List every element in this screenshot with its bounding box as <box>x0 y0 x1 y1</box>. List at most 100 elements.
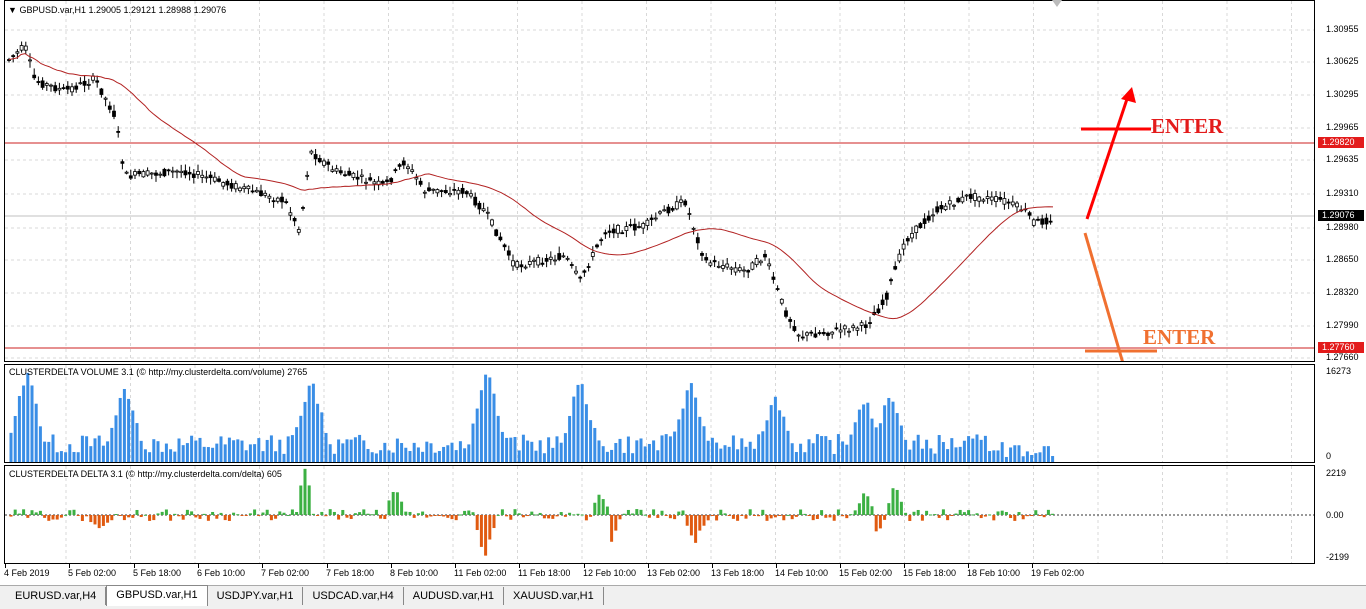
delta-bar <box>689 515 693 536</box>
volume-bar <box>173 451 177 462</box>
volume-bar <box>576 384 580 462</box>
volume-bar <box>828 439 832 462</box>
delta-bar <box>639 509 643 515</box>
candle-body <box>687 213 692 215</box>
price-chart[interactable] <box>5 1 1314 361</box>
candle-body <box>805 332 809 336</box>
candle-body <box>95 80 100 83</box>
candle-body <box>301 207 305 209</box>
candle-body <box>905 238 910 242</box>
symbol-tab[interactable]: GBPUSD.var,H1 <box>106 585 208 606</box>
volume-min-label: 0 <box>1326 451 1332 461</box>
delta-bar <box>1046 509 1050 515</box>
candle-body <box>830 331 835 335</box>
time-tick <box>712 564 713 568</box>
volume-bar <box>563 433 567 462</box>
delta-bar <box>307 485 311 515</box>
volume-bar <box>626 436 630 462</box>
volume-bar <box>484 374 488 462</box>
volume-bar <box>160 451 164 462</box>
delta-bar <box>765 515 769 521</box>
volume-bar <box>689 383 693 462</box>
candle-body <box>410 169 415 172</box>
delta-bar <box>152 515 156 521</box>
delta-bar <box>786 514 790 516</box>
delta-bar <box>437 515 441 516</box>
symbol-tab[interactable]: USDCAD.var,H4 <box>303 587 404 605</box>
candle-body <box>998 197 1003 200</box>
candle-body <box>632 223 637 231</box>
delta-bar <box>475 515 479 531</box>
volume-bar <box>290 435 294 462</box>
volume-bar <box>143 449 147 462</box>
volume-bar <box>551 447 555 462</box>
candle-body <box>137 170 142 175</box>
price-tick-label: 1.28980 <box>1326 222 1359 232</box>
candle-body <box>498 236 503 241</box>
symbol-tab[interactable]: USDJPY.var,H1 <box>208 587 304 605</box>
candle-body <box>40 80 45 88</box>
delta-bar <box>517 513 521 515</box>
volume-bar <box>383 442 387 462</box>
tab-bar <box>0 585 1366 609</box>
candle-body <box>61 87 66 90</box>
delta-bar <box>509 515 513 520</box>
volume-bar <box>164 443 168 462</box>
volume-bar <box>685 390 689 462</box>
symbol-tab[interactable]: EURUSD.var,H4 <box>6 587 107 605</box>
delta-bar <box>710 515 714 516</box>
candle-body <box>544 258 549 262</box>
volume-bar <box>278 439 282 462</box>
dropdown-triangle-icon[interactable]: ▼ <box>8 5 17 15</box>
delta-bar <box>841 515 845 517</box>
volume-bar <box>912 440 916 462</box>
delta-bar <box>358 512 362 515</box>
delta-bar <box>668 515 672 519</box>
candle-body <box>1036 218 1040 221</box>
volume-bar <box>240 440 244 462</box>
candle-body <box>422 191 427 194</box>
time-axis-label: 4 Feb 2019 <box>4 568 50 578</box>
symbol-tab[interactable]: XAUUSD.var,H1 <box>504 587 604 605</box>
candle-body <box>460 187 465 194</box>
candle-body <box>578 276 583 279</box>
volume-bar <box>433 452 437 462</box>
delta-bar <box>110 515 114 521</box>
volume-bar <box>475 408 479 462</box>
volume-bar <box>215 443 219 462</box>
delta-bar <box>862 493 866 515</box>
candle-body <box>53 85 58 92</box>
candle-body <box>981 199 986 202</box>
volume-bar <box>715 442 719 462</box>
delta-bar <box>143 514 147 516</box>
candle-body <box>889 279 893 282</box>
delta-bar <box>496 514 500 516</box>
volume-panel[interactable] <box>4 364 1315 463</box>
volume-bar <box>412 442 416 462</box>
candle-body <box>103 97 108 100</box>
volume-bar <box>908 449 912 462</box>
delta-bar <box>593 502 597 515</box>
scroll-marker-icon[interactable] <box>1052 0 1062 7</box>
candle-body <box>284 201 289 204</box>
candle-body <box>611 228 616 234</box>
candle-body <box>796 334 801 337</box>
candle-body <box>674 201 679 210</box>
delta-bar <box>866 496 870 515</box>
volume-max-label: 16273 <box>1326 366 1352 376</box>
delta-bar <box>937 515 941 518</box>
volume-bar <box>967 436 971 462</box>
symbol-tab[interactable]: AUDUSD.var,H1 <box>404 587 505 605</box>
delta-bar <box>295 512 299 515</box>
delta-bar <box>983 515 987 517</box>
volume-bar <box>652 440 656 462</box>
candle-body <box>502 244 507 248</box>
delta-bar <box>605 506 609 515</box>
candle-body <box>918 223 923 229</box>
price-chart-panel[interactable] <box>4 0 1315 362</box>
candle-body <box>935 206 940 213</box>
delta-bar <box>450 515 454 520</box>
candle-body <box>1015 202 1019 208</box>
delta-panel[interactable] <box>4 465 1315 564</box>
volume-bar <box>568 415 572 462</box>
